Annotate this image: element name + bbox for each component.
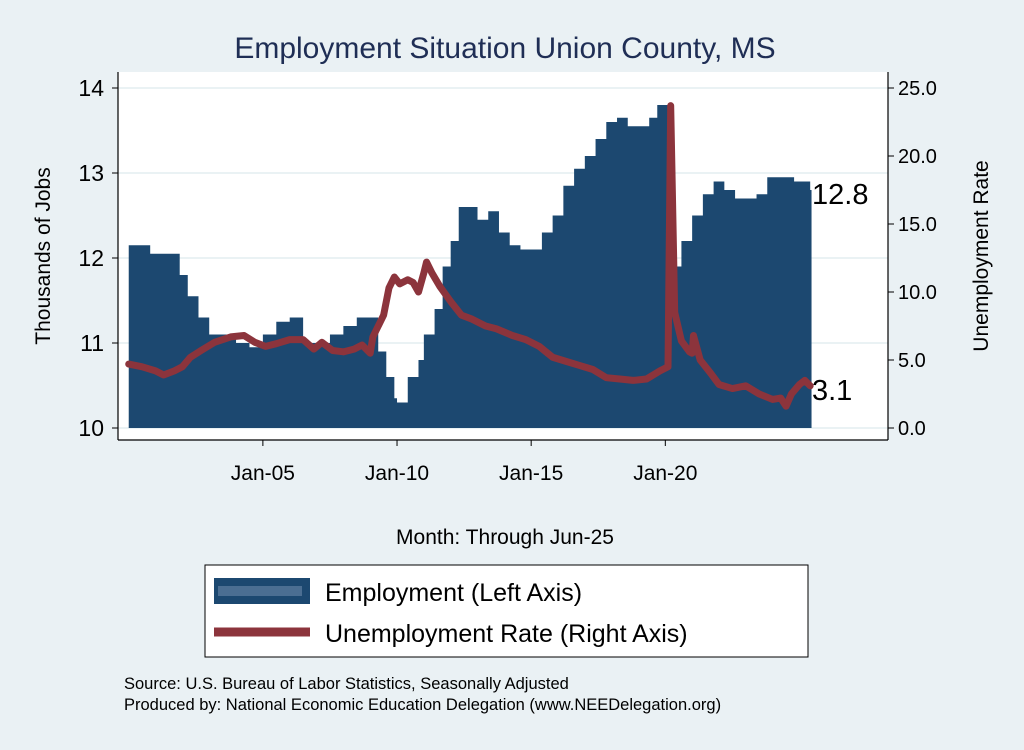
unemployment-last-label: 3.1 [812, 375, 852, 407]
legend: Employment (Left Axis) Unemployment Rate… [205, 565, 808, 657]
y-right-tick-label: 20.0 [898, 146, 937, 168]
x-tick-label: Jan-05 [231, 462, 295, 485]
y-left-tick-label: 13 [78, 160, 104, 186]
y-right-tick-label: 5.0 [898, 350, 926, 372]
legend-label-unemployment: Unemployment Rate (Right Axis) [325, 620, 688, 648]
source-note: Source: U.S. Bureau of Labor Statistics,… [124, 675, 569, 693]
y-axis-left-title: Thousands of Jobs [32, 167, 55, 344]
y-right-tick-label: 0.0 [898, 418, 926, 440]
legend-swatch-employment-inner [218, 586, 302, 596]
chart-title: Employment Situation Union County, MS [234, 32, 775, 65]
x-tick-label: Jan-15 [499, 462, 563, 485]
x-axis-title: Month: Through Jun-25 [396, 526, 614, 549]
y-axis-right-title: Unemployment Rate [970, 160, 993, 351]
x-tick-label: Jan-20 [633, 462, 697, 485]
y-right-tick-label: 10.0 [898, 282, 937, 304]
employment-last-label: 12.8 [812, 179, 868, 211]
legend-label-employment: Employment (Left Axis) [325, 579, 582, 607]
y-left-tick-label: 12 [78, 245, 104, 271]
y-left-tick-label: 10 [78, 415, 104, 441]
y-right-tick-label: 25.0 [898, 78, 937, 100]
y-left-tick-label: 14 [78, 75, 104, 101]
y-left-tick-label: 11 [80, 330, 104, 356]
x-tick-label: Jan-10 [365, 462, 429, 485]
y-right-tick-label: 15.0 [898, 214, 937, 236]
produced-by-note: Produced by: National Economic Education… [124, 696, 721, 714]
